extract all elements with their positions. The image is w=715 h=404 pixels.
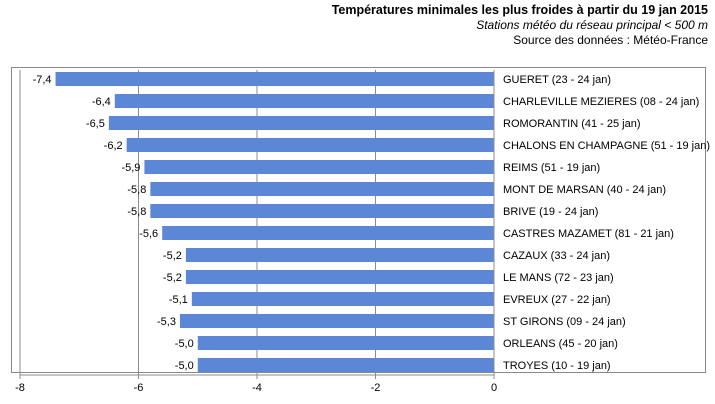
category-label: CHALONS EN CHAMPAGNE (51 - 19 jan) xyxy=(503,140,710,152)
bar-value-label: -5,2 xyxy=(163,250,182,262)
x-tick-label: -4 xyxy=(252,382,262,394)
bar xyxy=(114,94,495,108)
chart-header: Températures minimales les plus froides … xyxy=(332,3,708,48)
bar xyxy=(55,72,495,86)
bar-value-label: -7,4 xyxy=(33,74,52,86)
category-label: REIMS (51 - 19 jan) xyxy=(503,162,600,174)
bar xyxy=(185,270,494,284)
chart-title: Températures minimales les plus froides … xyxy=(331,3,708,17)
value-labels: -7,4 -6,4 -6,5 -6,2 -5,9 -5,8 -5,8 -5,6 -5,2 -5,2… xyxy=(33,74,194,372)
bar-value-label: -5,6 xyxy=(139,228,158,240)
category-label: ORLEANS (45 - 20 jan) xyxy=(503,338,618,350)
category-label: EVREUX (27 - 22 jan) xyxy=(503,294,611,306)
bar-value-label: -5,3 xyxy=(157,316,176,328)
category-label: CASTRES MAZAMET (81 - 21 jan) xyxy=(503,228,674,240)
chart-subtitle: Stations météo du réseau principal < 500… xyxy=(476,18,708,32)
x-tick-label: -6 xyxy=(134,382,144,394)
category-labels: GUERET (23 - 24 jan) CHARLEVILLE MEZIERES… xyxy=(503,74,710,372)
x-tick-label: -8 xyxy=(15,382,25,394)
bar xyxy=(126,138,495,152)
bar-value-label: -5,0 xyxy=(175,360,194,372)
x-tick-label: -2 xyxy=(371,382,381,394)
bar xyxy=(108,116,494,130)
chart-source: Source des données : Météo-France xyxy=(513,33,708,47)
bar xyxy=(197,336,494,350)
bar-value-label: -5,0 xyxy=(175,338,194,350)
bars xyxy=(55,72,495,372)
bar xyxy=(191,292,494,306)
category-label: BRIVE (19 - 24 jan) xyxy=(503,206,598,218)
bar-value-label: -5,9 xyxy=(121,162,140,174)
category-label: CHARLEVILLE MEZIERES (08 - 24 jan) xyxy=(503,96,699,108)
bar xyxy=(185,248,494,262)
bar-value-label: -5,1 xyxy=(169,294,188,306)
bar-value-label: -6,2 xyxy=(104,140,123,152)
x-tick-label: 0 xyxy=(491,382,497,394)
category-label: TROYES (10 - 19 jan) xyxy=(503,360,611,372)
category-label: LE MANS (72 - 23 jan) xyxy=(503,272,614,284)
plot-area-border xyxy=(11,67,706,373)
x-axis: -8 -6 -4 -2 0 xyxy=(15,70,497,394)
bar xyxy=(162,226,494,240)
bar xyxy=(150,182,494,196)
category-label: GUERET (23 - 24 jan) xyxy=(503,74,611,86)
category-label: ST GIRONS (09 - 24 jan) xyxy=(503,316,626,328)
bar-value-label: -5,8 xyxy=(127,184,146,196)
gridlines xyxy=(19,70,376,375)
bar-value-label: -6,5 xyxy=(86,118,105,130)
bar-value-label: -5,8 xyxy=(127,206,146,218)
bar-value-label: -6,4 xyxy=(92,96,111,108)
category-label: CAZAUX (33 - 24 jan) xyxy=(503,250,610,262)
bar xyxy=(144,160,495,174)
bar xyxy=(197,358,494,372)
category-label: ROMORANTIN (41 - 25 jan) xyxy=(503,118,641,130)
bar-value-label: -5,2 xyxy=(163,272,182,284)
category-label: MONT DE MARSAN (40 - 24 jan) xyxy=(503,184,666,196)
bar xyxy=(150,204,494,218)
bar xyxy=(179,314,494,328)
